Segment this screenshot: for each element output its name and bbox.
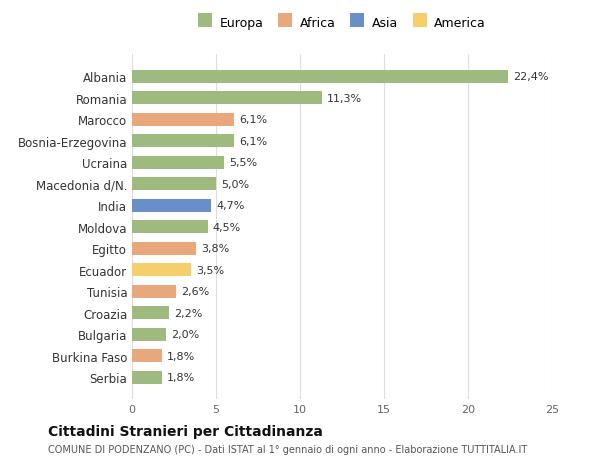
Bar: [132, 157, 224, 169]
Bar: [132, 113, 235, 127]
Bar: [132, 328, 166, 341]
Text: 2,0%: 2,0%: [170, 330, 199, 339]
Bar: [132, 135, 235, 148]
Text: 5,5%: 5,5%: [229, 158, 257, 168]
Text: 1,8%: 1,8%: [167, 372, 196, 382]
Bar: [132, 285, 176, 298]
Bar: [132, 263, 191, 276]
Text: Cittadini Stranieri per Cittadinanza: Cittadini Stranieri per Cittadinanza: [48, 425, 323, 438]
Legend: Europa, Africa, Asia, America: Europa, Africa, Asia, America: [198, 17, 486, 29]
Text: 22,4%: 22,4%: [514, 72, 549, 82]
Text: 2,2%: 2,2%: [174, 308, 202, 318]
Bar: [132, 307, 169, 319]
Bar: [132, 371, 162, 384]
Text: 5,0%: 5,0%: [221, 179, 249, 189]
Bar: [132, 242, 196, 255]
Text: 4,7%: 4,7%: [216, 201, 244, 211]
Bar: [132, 178, 216, 191]
Text: 3,8%: 3,8%: [201, 244, 229, 254]
Text: 1,8%: 1,8%: [167, 351, 196, 361]
Bar: [132, 71, 508, 84]
Text: 6,1%: 6,1%: [239, 136, 268, 146]
Bar: [132, 92, 322, 105]
Bar: [132, 221, 208, 234]
Text: 11,3%: 11,3%: [327, 94, 362, 104]
Text: COMUNE DI PODENZANO (PC) - Dati ISTAT al 1° gennaio di ogni anno - Elaborazione : COMUNE DI PODENZANO (PC) - Dati ISTAT al…: [48, 444, 527, 454]
Text: 2,6%: 2,6%: [181, 286, 209, 297]
Bar: [132, 199, 211, 212]
Text: 4,5%: 4,5%: [212, 222, 241, 232]
Text: 3,5%: 3,5%: [196, 265, 224, 275]
Text: 6,1%: 6,1%: [239, 115, 268, 125]
Bar: [132, 349, 162, 362]
